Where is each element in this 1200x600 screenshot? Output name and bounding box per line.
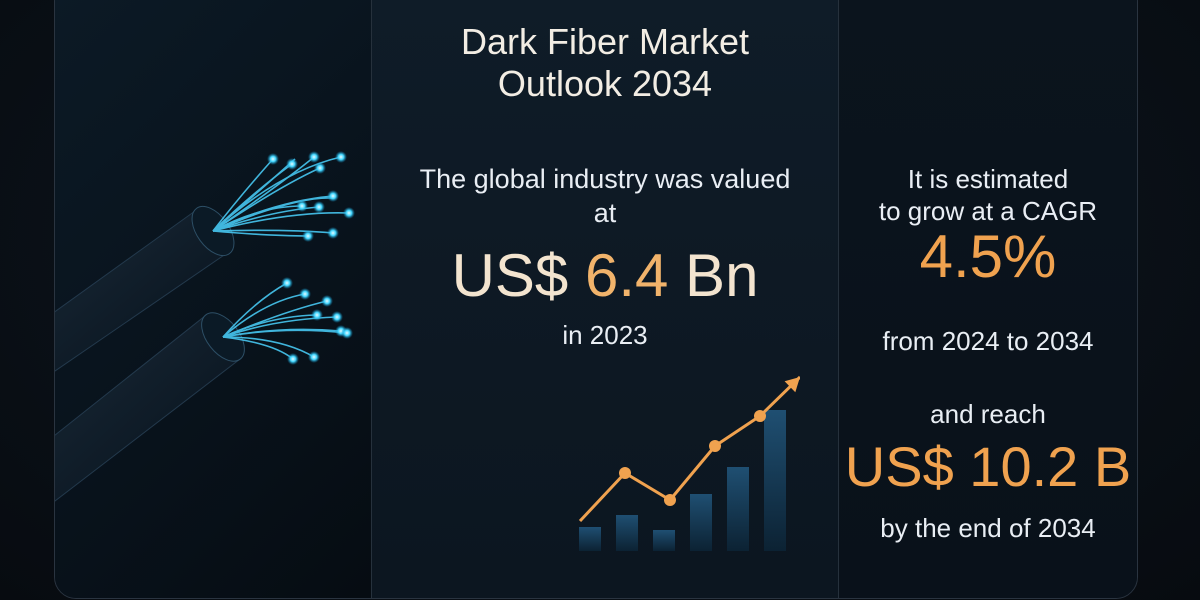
valuation-currency: US$ [451, 242, 569, 309]
chart-bar [727, 467, 749, 551]
growth-chart [578, 375, 800, 551]
trend-arrow-icon [784, 377, 800, 393]
valuation-amount: US$ 6.4 Bn [372, 246, 838, 306]
trend-line [578, 375, 800, 523]
reach-label: and reach [930, 399, 1046, 429]
valuation-number: 6.4 [584, 242, 669, 309]
chart-bar [764, 410, 786, 551]
valuation-lead-line-2: at [593, 198, 617, 228]
fiber-optic-cable-icon [55, 151, 355, 502]
valuation-lead: The global industry was valued at [372, 162, 838, 230]
trend-point [709, 440, 721, 452]
forecast-line-1: It is estimated [907, 164, 1069, 194]
reach-suffix: by the end of 2034 [880, 513, 1096, 543]
forecast-line-2: to grow at a CAGR [878, 196, 1098, 226]
trend-point [619, 467, 631, 479]
forecast-intro: It is estimated to grow at a CAGR [839, 163, 1137, 227]
title-line-1: Dark Fiber Market [460, 21, 750, 62]
valuation-unit: Bn [685, 242, 759, 309]
chart-bar [690, 494, 712, 551]
divider-right [838, 0, 839, 598]
fiber-image-panel [55, 0, 371, 598]
infographic-card: Dark Fiber Market Outlook 2034 The globa… [54, 0, 1138, 599]
chart-bar [616, 515, 638, 551]
chart-bar [579, 527, 601, 551]
valuation-lead-line-1: The global industry was valued [419, 164, 791, 194]
valuation-panel: Dark Fiber Market Outlook 2034 The globa… [372, 0, 838, 598]
forecast-period: from 2024 to 2034 [882, 326, 1094, 356]
title-line-2: Outlook 2034 [497, 63, 713, 104]
forecast-panel: It is estimated to grow at a CAGR 4.5% f… [839, 0, 1137, 598]
divider-left [371, 0, 372, 598]
trend-point [754, 410, 766, 422]
page-title: Dark Fiber Market Outlook 2034 [372, 21, 838, 105]
valuation-year: in 2023 [562, 320, 648, 350]
chart-bar [653, 530, 675, 551]
trend-point [664, 494, 676, 506]
cagr-value: 4.5% [919, 223, 1057, 290]
reach-value: US$ 10.2 B [844, 435, 1132, 498]
